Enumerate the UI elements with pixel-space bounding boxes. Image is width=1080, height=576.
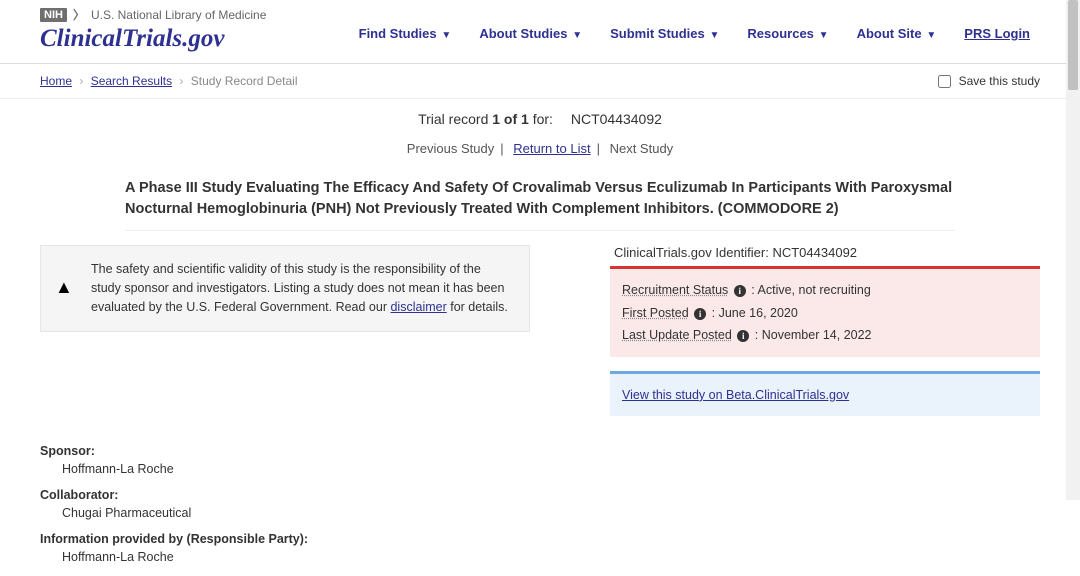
warning-icon: ▲ [55,274,73,301]
identifier-line: ClinicalTrials.gov Identifier: NCT044340… [610,245,1040,260]
last-update-label: Last Update Posted [622,328,732,342]
beta-box: View this study on Beta.ClinicalTrials.g… [610,371,1040,416]
last-update-value: : November 14, 2022 [755,328,872,342]
breadcrumb: Home › Search Results › Study Record Det… [40,74,297,88]
responsible-party-label: Information provided by (Responsible Par… [40,532,1040,546]
study-title: A Phase III Study Evaluating The Efficac… [125,178,955,231]
collaborator-value: Chugai Pharmaceutical [62,506,1040,520]
nav-about-studies[interactable]: About Studies ▼ [479,26,582,41]
save-study-checkbox[interactable] [938,75,951,88]
next-study: Next Study [610,141,674,156]
first-posted-value: : June 16, 2020 [712,306,798,320]
save-study-label: Save this study [959,74,1040,88]
nav-resources[interactable]: Resources ▼ [747,26,828,41]
prev-study: Previous Study [407,141,494,156]
scrollbar[interactable] [1066,0,1080,500]
chevron-down-icon: ▼ [816,30,829,41]
breadcrumb-home[interactable]: Home [40,74,72,88]
first-posted-label: First Posted [622,306,689,320]
nct-id: NCT04434092 [571,111,662,127]
trial-record-line: Trial record 1 of 1 for: NCT04434092 [40,111,1040,127]
site-logo[interactable]: NIH 〉 U.S. National Library of Medicine … [40,6,266,53]
return-to-list[interactable]: Return to List [513,141,590,156]
nav-find-studies[interactable]: Find Studies ▼ [359,26,452,41]
disclaimer-box: ▲ The safety and scientific validity of … [40,245,530,331]
divider [0,98,1080,99]
sponsor-value: Hoffmann-La Roche [62,462,1040,476]
breadcrumb-search-results[interactable]: Search Results [91,74,172,88]
nih-text: U.S. National Library of Medicine [91,8,266,22]
main-nav: Find Studies ▼ About Studies ▼ Submit St… [266,6,1040,41]
responsible-party-value: Hoffmann-La Roche [62,550,1040,564]
info-icon[interactable]: i [694,308,706,320]
study-details: Sponsor: Hoffmann-La Roche Collaborator:… [40,444,1040,564]
recruitment-status-value: : Active, not recruiting [751,283,871,297]
nih-badge: NIH [40,8,67,22]
info-icon[interactable]: i [737,330,749,342]
info-icon[interactable]: i [734,285,746,297]
nav-about-site[interactable]: About Site ▼ [857,26,937,41]
nih-arrow-icon: 〉 [73,6,85,23]
breadcrumb-current: Study Record Detail [191,74,298,88]
site-name: ClinicalTrials.gov [40,25,266,53]
chevron-down-icon: ▼ [569,30,582,41]
chevron-down-icon: ▼ [439,30,452,41]
recruitment-status-label: Recruitment Status [622,283,728,297]
status-box: Recruitment Status i : Active, not recru… [610,266,1040,357]
nav-prs-login[interactable]: PRS Login [964,26,1030,41]
chevron-down-icon: ▼ [924,30,937,41]
disclaimer-link[interactable]: disclaimer [390,300,446,314]
scrollbar-thumb[interactable] [1068,0,1078,90]
sponsor-label: Sponsor: [40,444,1040,458]
view-on-beta-link[interactable]: View this study on Beta.ClinicalTrials.g… [622,388,849,402]
chevron-down-icon: ▼ [707,30,720,41]
chevron-right-icon: › [79,74,83,88]
chevron-right-icon: › [179,74,183,88]
study-nav: Previous Study| Return to List| Next Stu… [40,141,1040,156]
nav-submit-studies[interactable]: Submit Studies ▼ [610,26,719,41]
save-study[interactable]: Save this study [938,74,1040,88]
